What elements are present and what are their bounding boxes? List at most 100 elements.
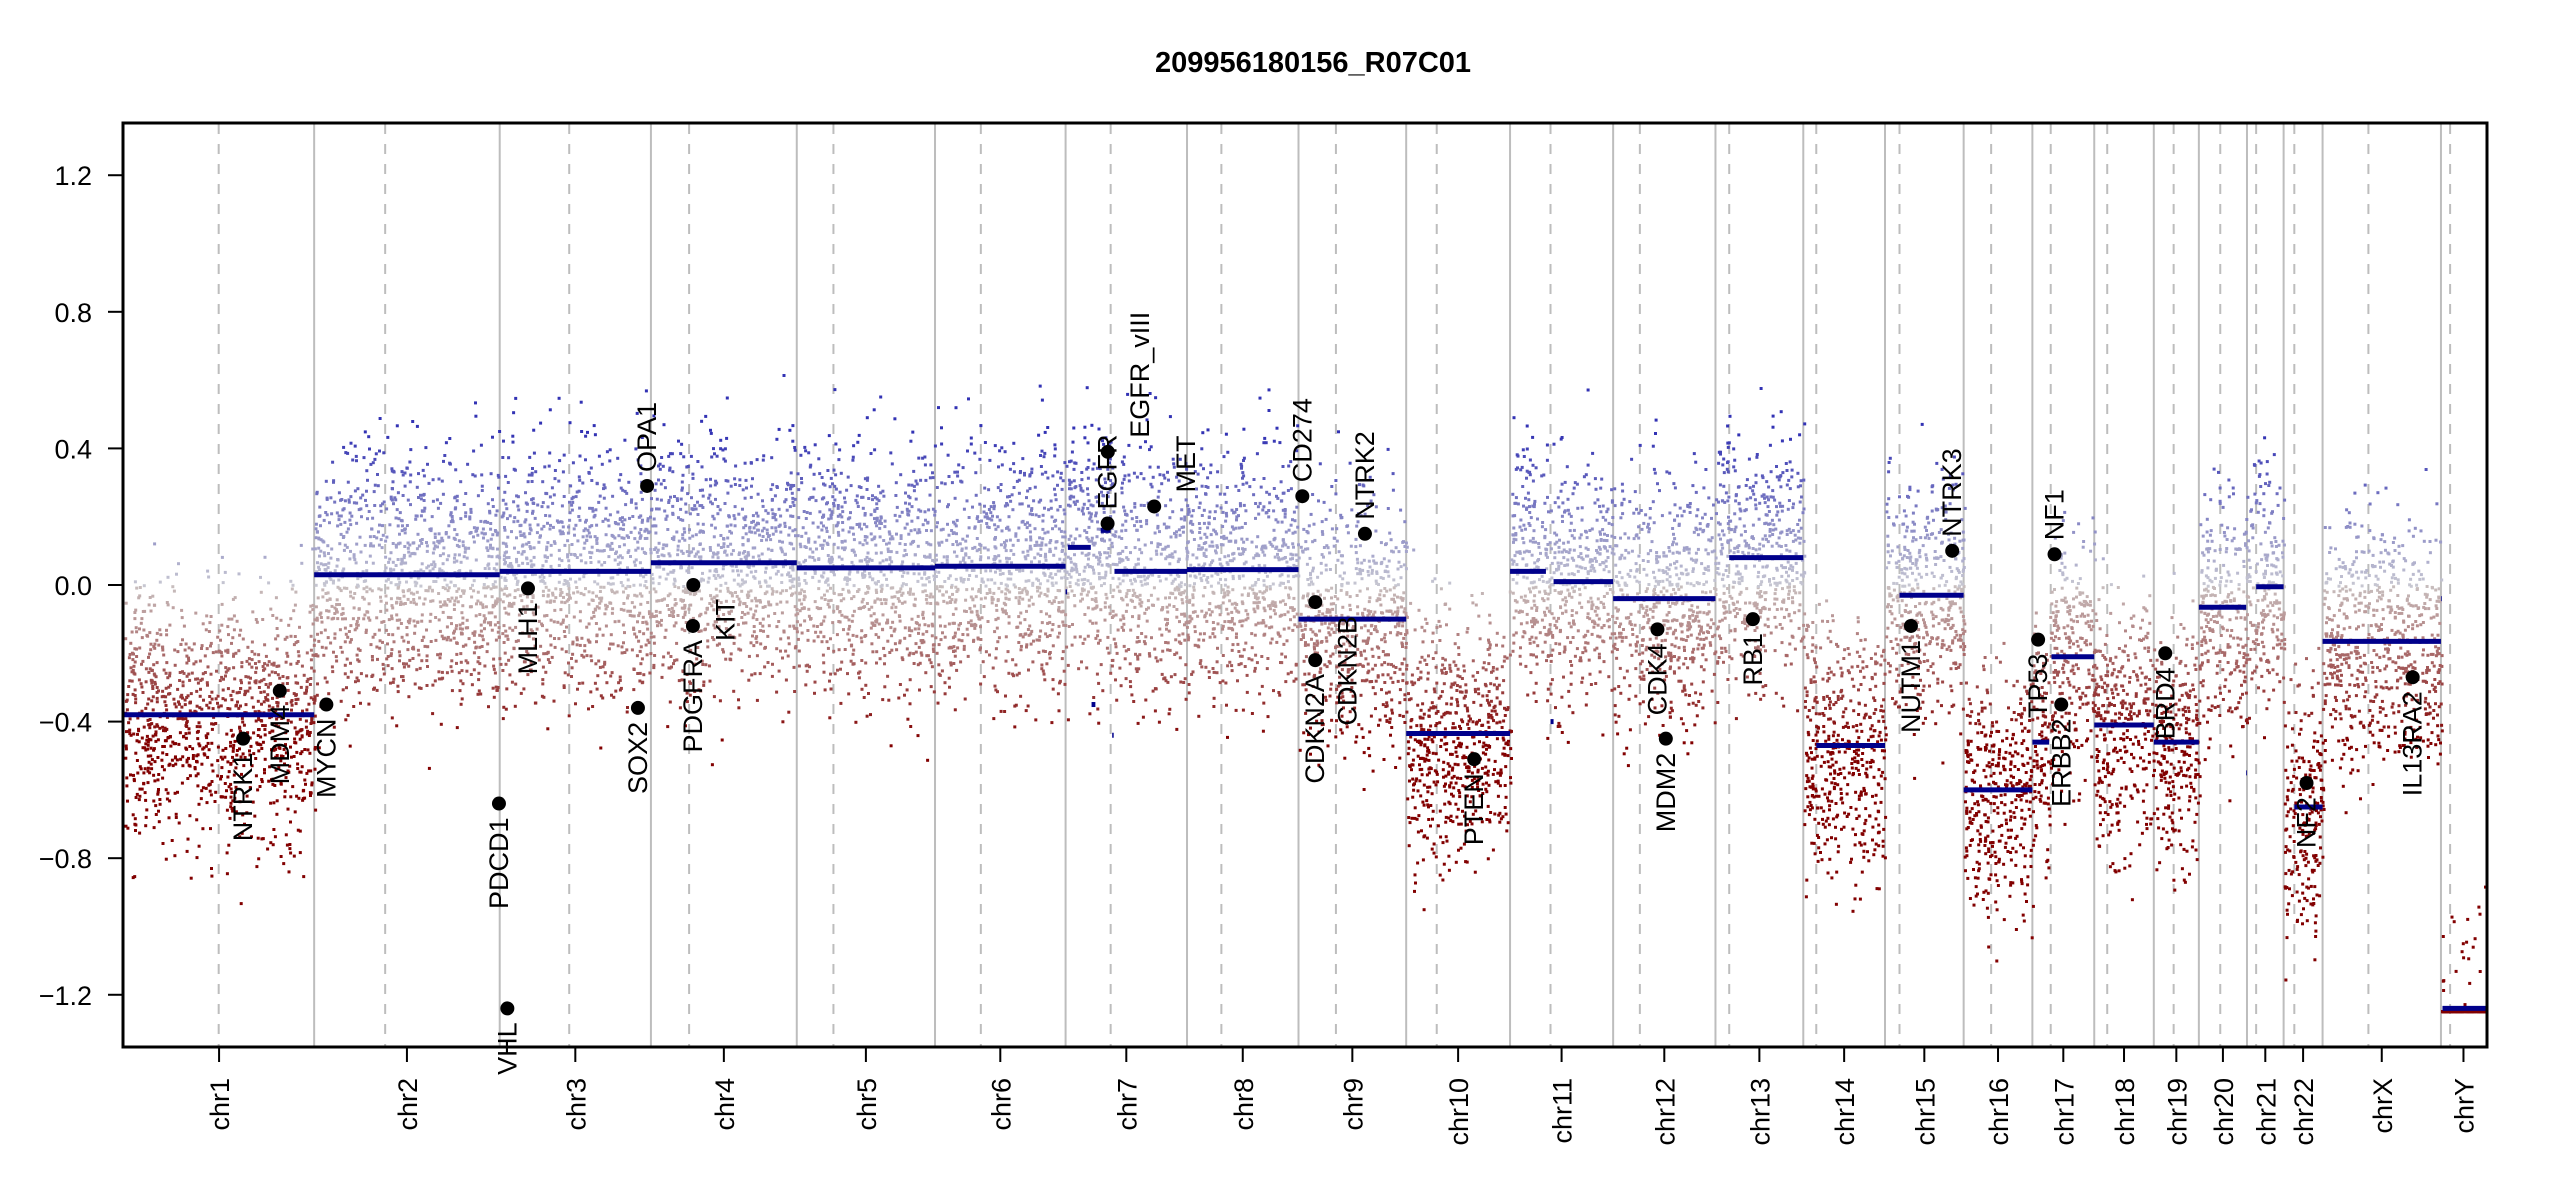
probe-point	[512, 500, 516, 504]
probe-point	[873, 448, 877, 452]
probe-point	[687, 554, 691, 558]
probe-point	[263, 643, 267, 647]
probe-point	[149, 738, 153, 742]
probe-point	[311, 603, 315, 607]
probe-point	[351, 458, 355, 462]
probe-point	[294, 674, 298, 678]
probe-point	[338, 603, 341, 606]
probe-point	[882, 539, 886, 542]
probe-point	[863, 477, 867, 481]
probe-point	[124, 747, 128, 751]
probe-point	[419, 497, 423, 501]
probe-point	[220, 675, 224, 679]
probe-point	[790, 593, 793, 597]
probe-point	[436, 539, 440, 543]
probe-point	[460, 611, 464, 615]
probe-point	[593, 681, 597, 685]
probe-point	[852, 662, 856, 666]
probe-point	[158, 802, 162, 806]
probe-point	[618, 688, 622, 692]
probe-point	[737, 706, 741, 710]
probe-point	[647, 641, 651, 645]
probe-point	[865, 478, 869, 482]
probe-point	[320, 645, 324, 649]
probe-point	[830, 510, 834, 514]
probe-point	[603, 612, 607, 616]
probe-point	[431, 567, 435, 571]
probe-point	[515, 557, 518, 561]
probe-point	[395, 618, 399, 622]
probe-point	[174, 816, 178, 819]
probe-point	[697, 589, 701, 593]
probe-point	[398, 532, 401, 536]
probe-point	[221, 757, 225, 761]
probe-point	[133, 694, 137, 697]
probe-point	[562, 630, 566, 633]
probe-point	[837, 620, 841, 623]
probe-point	[369, 643, 373, 647]
probe-point	[640, 681, 644, 685]
probe-point	[223, 782, 227, 785]
probe-point	[793, 497, 797, 501]
probe-point	[406, 597, 410, 601]
probe-point	[260, 780, 264, 784]
probe-point	[786, 636, 790, 640]
probe-point	[582, 655, 586, 659]
probe-point	[743, 550, 747, 553]
probe-point	[146, 740, 150, 744]
probe-point	[540, 527, 544, 531]
probe-point	[257, 653, 261, 657]
probe-point	[866, 551, 870, 555]
probe-point	[1005, 560, 1009, 564]
probe-point	[181, 684, 185, 688]
probe-point	[220, 602, 224, 606]
probe-point	[1039, 591, 1043, 595]
probe-point	[969, 595, 973, 599]
probe-point	[492, 585, 496, 589]
probe-point	[628, 516, 631, 520]
probe-point	[611, 607, 615, 611]
probe-point	[457, 539, 461, 543]
probe-point	[728, 591, 732, 595]
probe-point	[558, 593, 562, 597]
probe-point	[187, 656, 190, 660]
probe-point	[453, 553, 457, 557]
probe-point	[512, 646, 516, 650]
probe-point	[614, 689, 618, 693]
probe-point	[782, 629, 786, 633]
probe-point	[485, 650, 489, 654]
probe-point	[333, 632, 337, 636]
probe-point	[418, 596, 422, 600]
probe-point	[910, 505, 914, 509]
probe-point	[945, 555, 949, 559]
probe-point	[688, 512, 692, 516]
probe-point	[959, 576, 963, 580]
probe-point	[483, 664, 487, 668]
probe-point	[651, 581, 655, 585]
probe-point	[687, 570, 690, 574]
probe-point	[1041, 537, 1045, 541]
probe-point	[349, 594, 353, 598]
probe-point	[775, 602, 779, 606]
probe-point	[975, 537, 979, 540]
probe-point	[809, 617, 813, 620]
probe-point	[420, 562, 424, 566]
probe-point	[602, 549, 606, 552]
probe-point	[476, 599, 480, 603]
probe-point	[641, 615, 645, 619]
probe-point	[458, 689, 462, 693]
probe-point	[819, 543, 823, 547]
probe-point	[312, 643, 316, 647]
probe-point	[401, 678, 405, 682]
probe-point	[327, 561, 331, 565]
probe-point	[436, 506, 440, 510]
probe-point	[490, 595, 494, 599]
probe-point	[402, 662, 405, 666]
probe-point	[309, 658, 313, 662]
probe-point	[540, 579, 544, 583]
probe-point	[207, 748, 211, 752]
probe-point	[824, 580, 828, 584]
probe-point	[956, 474, 960, 478]
probe-point	[335, 598, 339, 602]
probe-point	[590, 524, 594, 528]
